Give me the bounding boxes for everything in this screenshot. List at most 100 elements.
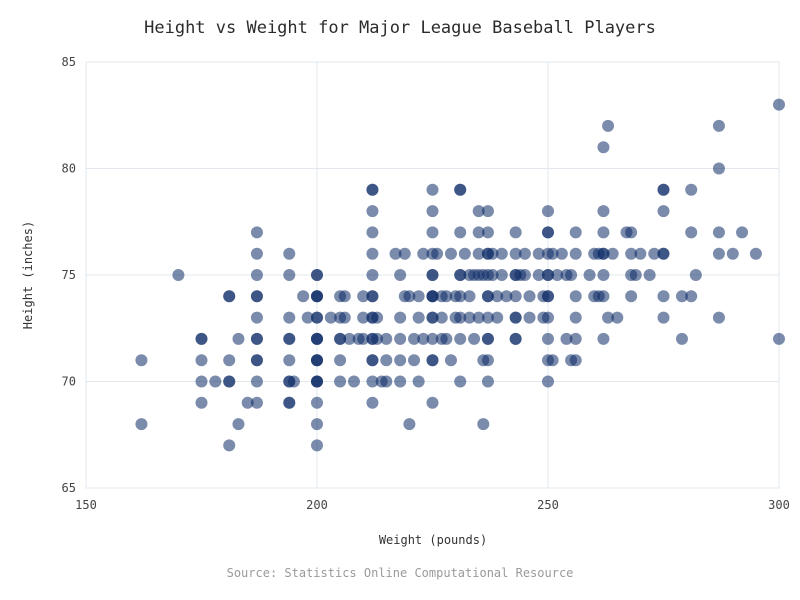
x-tick-label: 250 xyxy=(537,498,559,512)
data-point xyxy=(426,396,439,409)
data-point xyxy=(773,98,785,111)
data-point xyxy=(408,332,421,345)
data-point xyxy=(311,375,323,388)
data-point xyxy=(426,205,439,218)
data-point xyxy=(412,290,425,303)
y-tick-label: 80 xyxy=(62,162,76,176)
data-point xyxy=(417,247,430,260)
data-point xyxy=(250,311,263,324)
data-point xyxy=(334,375,347,388)
data-point xyxy=(657,183,670,196)
data-point xyxy=(454,226,467,239)
data-point xyxy=(597,205,610,218)
data-point xyxy=(347,375,360,388)
data-point xyxy=(542,205,554,218)
data-point xyxy=(481,290,494,303)
data-point xyxy=(712,311,725,324)
data-point xyxy=(675,332,688,345)
data-point xyxy=(380,354,393,367)
data-point xyxy=(454,290,467,303)
data-point xyxy=(500,290,513,303)
data-point xyxy=(232,332,245,345)
data-point xyxy=(297,290,310,303)
data-point xyxy=(223,290,236,303)
data-point xyxy=(394,332,407,345)
source-note: Source: Statistics Online Computational … xyxy=(227,566,574,580)
data-point xyxy=(546,247,559,260)
data-point xyxy=(625,290,638,303)
data-point xyxy=(380,332,393,345)
data-point xyxy=(495,269,508,281)
data-point xyxy=(403,418,416,431)
data-point xyxy=(542,290,554,303)
data-point xyxy=(509,226,522,239)
data-point xyxy=(250,354,263,367)
data-point xyxy=(481,332,494,345)
data-point xyxy=(250,290,263,303)
data-point xyxy=(542,311,554,324)
data-point xyxy=(250,247,263,260)
data-point xyxy=(366,375,379,388)
data-point xyxy=(472,205,485,218)
data-point xyxy=(532,247,545,260)
data-point xyxy=(394,269,407,281)
data-point xyxy=(311,290,323,303)
data-point xyxy=(468,332,481,345)
data-point xyxy=(611,311,624,324)
data-point xyxy=(518,269,531,281)
data-point xyxy=(283,396,296,409)
plot-area-border xyxy=(85,61,780,489)
data-point xyxy=(712,247,725,260)
data-point xyxy=(366,396,379,409)
data-point xyxy=(172,269,185,281)
data-point xyxy=(472,311,485,324)
data-point xyxy=(403,290,416,303)
data-point xyxy=(398,247,411,260)
data-point xyxy=(250,269,263,281)
data-point xyxy=(394,354,407,367)
data-point xyxy=(324,311,337,324)
data-point xyxy=(431,247,444,260)
data-point xyxy=(366,183,379,196)
data-point xyxy=(283,247,296,260)
data-point xyxy=(366,354,379,367)
data-point xyxy=(417,332,430,345)
data-point xyxy=(426,269,439,281)
data-point xyxy=(712,226,725,239)
chart-title: Height vs Weight for Major League Baseba… xyxy=(144,18,656,38)
data-point xyxy=(643,269,656,281)
data-point xyxy=(195,354,208,367)
data-point xyxy=(338,290,351,303)
data-point xyxy=(597,332,610,345)
data-point xyxy=(625,247,638,260)
data-points xyxy=(135,98,785,452)
data-point xyxy=(509,332,522,345)
data-point xyxy=(380,375,393,388)
data-point xyxy=(675,290,688,303)
data-point xyxy=(657,247,670,260)
data-point xyxy=(223,354,236,367)
y-tick-label: 75 xyxy=(62,268,76,282)
data-point xyxy=(481,354,494,367)
data-point xyxy=(542,375,554,388)
data-point xyxy=(426,354,439,367)
x-tick-label: 200 xyxy=(306,498,328,512)
data-point xyxy=(435,311,448,324)
data-point xyxy=(657,205,670,218)
data-point xyxy=(657,311,670,324)
data-point xyxy=(195,375,208,388)
x-tick-label: 150 xyxy=(75,498,97,512)
x-axis-label: Weight (pounds) xyxy=(379,533,487,547)
data-point xyxy=(426,226,439,239)
data-point xyxy=(569,354,582,367)
data-point xyxy=(569,332,582,345)
data-point xyxy=(334,332,347,345)
data-point xyxy=(412,311,425,324)
data-point xyxy=(366,247,379,260)
data-point xyxy=(250,226,263,239)
data-point xyxy=(223,375,236,388)
data-point xyxy=(209,375,222,388)
data-point xyxy=(481,226,494,239)
data-point xyxy=(250,375,263,388)
